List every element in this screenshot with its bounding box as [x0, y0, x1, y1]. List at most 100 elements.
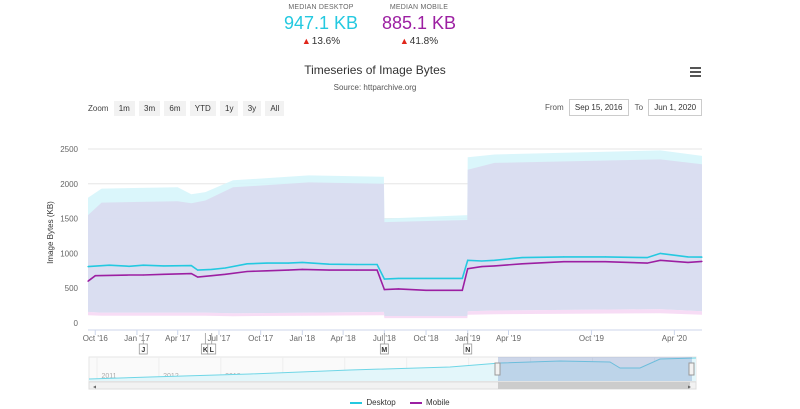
zoom-1y-button[interactable]: 1y [220, 101, 239, 116]
data-point-desktop [493, 259, 496, 261]
median-mobile-change: ▲41.8% [359, 36, 479, 47]
zoom-all-button[interactable]: All [265, 101, 285, 116]
x-tick-label: Oct '19 [579, 334, 605, 343]
data-point-mobile [493, 265, 496, 267]
navigator-area [89, 358, 696, 381]
up-triangle-icon: ▲ [399, 36, 409, 46]
median-desktop-stat: MEDIAN DESKTOP 947.1 KB ▲13.6% [261, 4, 381, 47]
data-point-mobile [128, 274, 130, 276]
median-mobile-stat: MEDIAN MOBILE 885.1 KB ▲41.8% [359, 4, 479, 47]
data-point-desktop [453, 277, 455, 280]
mobile-range-band [88, 309, 702, 319]
navigator-line [88, 357, 697, 380]
data-point-desktop [467, 259, 469, 261]
legend-item-desktop[interactable]: Desktop [350, 398, 396, 407]
data-point-mobile [190, 272, 192, 275]
data-point-desktop [190, 264, 192, 267]
data-point-desktop [701, 256, 703, 258]
zoom-3y-button[interactable]: 3y [242, 101, 262, 116]
data-point-mobile [563, 261, 565, 263]
overlap-range-band [88, 159, 702, 316]
data-point-mobile [604, 261, 607, 263]
data-point-mobile [87, 280, 89, 282]
zoom-label: Zoom [88, 104, 109, 113]
median-desktop-change-value: 13.6% [311, 36, 341, 47]
zoom-ytd-button[interactable]: YTD [189, 101, 216, 116]
data-point-mobile [461, 289, 463, 291]
data-point-desktop [142, 264, 144, 266]
median-mobile-change-value: 41.8% [409, 36, 439, 47]
data-point-mobile [301, 268, 303, 270]
hamburger-menu-icon[interactable] [690, 67, 701, 79]
data-point-mobile [646, 262, 648, 264]
navigator-scrollbar-thumb [498, 382, 690, 389]
data-point-desktop [211, 268, 213, 270]
data-point-mobile [397, 288, 399, 290]
data-point-desktop [481, 260, 483, 262]
median-mobile-label: MEDIAN MOBILE [389, 4, 449, 11]
scroll-right-arrow-icon: ▸ [688, 384, 691, 391]
to-date-input[interactable]: Jun 1, 2020 [648, 99, 703, 116]
data-point-desktop [687, 256, 689, 258]
data-point-mobile [383, 288, 385, 291]
navigator-year-label: 2011 [101, 373, 116, 380]
x-tick-label: Jul '17 [208, 334, 231, 343]
chart-subtitle: Source: httparchive.org [333, 83, 417, 92]
data-point-desktop [108, 264, 110, 266]
navigator-left-handle [494, 362, 501, 376]
y-tick-label: 2000 [60, 180, 78, 189]
date-range-selector: From Sep 15, 2016 To Jun 1, 2020 [545, 99, 706, 116]
data-point-desktop [246, 263, 248, 265]
y-tick-label: 1500 [60, 215, 78, 224]
data-point-mobile [481, 266, 483, 268]
data-point-mobile [701, 260, 703, 262]
navigator-right-handle [688, 362, 695, 376]
x-tick-label: Apr '19 [496, 334, 522, 343]
data-point-desktop [128, 265, 130, 267]
zoom-1m-button[interactable]: 1m [113, 101, 135, 116]
chart-legend: Desktop Mobile [0, 398, 800, 407]
zoom-6m-button[interactable]: 6m [164, 101, 186, 116]
scroll-left-arrow-icon: ◂ [93, 384, 96, 391]
data-point-mobile [211, 275, 213, 277]
data-point-mobile [287, 269, 289, 271]
flag-label: N [465, 347, 470, 354]
up-triangle-icon: ▲ [301, 36, 311, 46]
data-point-mobile [266, 270, 268, 272]
data-point-desktop [197, 269, 199, 271]
y-tick-label: 500 [65, 284, 79, 293]
y-tick-label: 1000 [60, 249, 78, 258]
data-point-mobile [224, 273, 226, 275]
data-point-mobile [163, 273, 165, 275]
flag-box [207, 343, 217, 355]
data-point-desktop [521, 256, 523, 259]
x-tick-label: Oct '16 [83, 334, 109, 343]
x-tick-label: Apr '20 [662, 334, 688, 343]
flag-label: L [210, 347, 215, 354]
legend-item-mobile[interactable]: Mobile [410, 398, 450, 407]
data-point-desktop [563, 256, 565, 258]
data-point-desktop [376, 263, 378, 266]
data-point-mobile [197, 276, 199, 278]
data-point-desktop [604, 256, 607, 258]
x-tick-label: Apr '18 [331, 334, 357, 343]
from-date-input[interactable]: Sep 15, 2016 [568, 99, 629, 116]
from-label: From [545, 103, 564, 112]
x-tick-label: Jan '18 [290, 334, 316, 343]
data-point-mobile [521, 263, 523, 265]
flag-box [463, 343, 473, 355]
flag-label: M [381, 347, 387, 354]
zoom-3m-button[interactable]: 3m [139, 101, 161, 116]
navigator-scrollbar-track [88, 381, 697, 390]
data-point-mobile [376, 269, 378, 271]
data-point-desktop [328, 263, 330, 265]
data-point-desktop [87, 266, 89, 268]
data-point-desktop [301, 261, 303, 264]
data-point-mobile [659, 259, 661, 261]
flag-box [379, 343, 389, 355]
data-point-mobile [94, 275, 96, 277]
data-point-desktop [287, 262, 289, 264]
median-desktop-value: 947.1 KB [283, 13, 359, 33]
median-desktop-change: ▲13.6% [261, 36, 381, 47]
